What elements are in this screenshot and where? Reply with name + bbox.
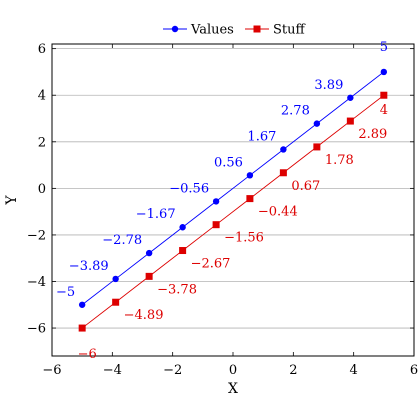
data-point bbox=[112, 298, 120, 306]
data-label: −6 bbox=[78, 347, 97, 362]
series-line-values bbox=[81, 71, 385, 306]
series-line-stuff bbox=[81, 94, 385, 329]
data-point bbox=[280, 146, 287, 153]
data-label: −0.44 bbox=[258, 205, 298, 220]
data-point bbox=[145, 272, 153, 280]
data-point bbox=[145, 249, 153, 257]
data-labels: −5 −3.89 −2.78 −1.67 −0.56 0.56 1.67 2.78 3.89 5 −… bbox=[56, 40, 388, 362]
data-label: 3.89 bbox=[314, 78, 343, 93]
legend-marker bbox=[171, 25, 179, 33]
y-tick-label: 2 bbox=[38, 135, 46, 150]
data-point bbox=[179, 224, 186, 231]
legend-box bbox=[160, 19, 275, 39]
data-label: −4.89 bbox=[124, 308, 164, 323]
x-axis-title: X bbox=[228, 381, 238, 397]
legend-entry: Values bbox=[190, 23, 234, 38]
data-point bbox=[112, 275, 119, 283]
y-tick-label: 0 bbox=[38, 182, 46, 197]
data-label: 0.56 bbox=[214, 155, 243, 170]
data-point bbox=[313, 120, 321, 127]
data-point bbox=[246, 172, 254, 179]
data-label: 1.78 bbox=[325, 153, 354, 168]
y-tick-label: 4 bbox=[38, 89, 46, 104]
axis-ticks: −6 −4 −2 0 2 4 6 −6 −4 −2 0 2 4 6 bbox=[27, 42, 418, 378]
data-label: 4 bbox=[380, 103, 388, 118]
x-tick-label: 0 bbox=[229, 363, 237, 378]
data-point bbox=[179, 247, 187, 255]
data-label: 5 bbox=[380, 40, 388, 55]
data-label: 2.78 bbox=[281, 104, 310, 119]
data-label: −3.89 bbox=[69, 259, 109, 274]
x-tick-label: 4 bbox=[350, 363, 358, 378]
data-point bbox=[78, 301, 86, 308]
data-point bbox=[246, 195, 254, 203]
y-axis-title: Y bbox=[4, 195, 20, 206]
data-point bbox=[212, 221, 220, 229]
x-tick-label: −2 bbox=[163, 363, 182, 378]
data-label: −3.78 bbox=[157, 282, 197, 297]
data-point bbox=[347, 94, 354, 101]
data-label: 2.89 bbox=[358, 127, 387, 142]
y-tick-label: 6 bbox=[38, 42, 46, 57]
data-point bbox=[380, 68, 388, 76]
data-point bbox=[212, 198, 220, 205]
x-tick-label: 2 bbox=[289, 363, 297, 378]
series-layer bbox=[78, 68, 388, 332]
data-label: −5 bbox=[56, 285, 75, 300]
data-label: 1.67 bbox=[247, 129, 276, 144]
y-tick-label: −4 bbox=[27, 275, 46, 290]
data-label: −2.67 bbox=[191, 257, 231, 272]
x-tick-label: −6 bbox=[42, 363, 61, 378]
data-label: −0.56 bbox=[169, 181, 209, 196]
data-point bbox=[313, 143, 321, 151]
x-tick-label: −4 bbox=[103, 363, 122, 378]
y-tick-label: −2 bbox=[27, 228, 46, 243]
data-label: −1.56 bbox=[224, 231, 264, 246]
legend: Values Stuff bbox=[160, 19, 307, 39]
data-point bbox=[346, 117, 354, 125]
data-label: −2.78 bbox=[102, 233, 142, 248]
data-point bbox=[78, 324, 86, 332]
legend-marker bbox=[253, 25, 261, 33]
data-point bbox=[279, 169, 287, 177]
x-tick-label: 6 bbox=[410, 363, 418, 378]
data-label: −1.67 bbox=[136, 207, 176, 222]
data-point bbox=[380, 91, 388, 99]
y-tick-label: −6 bbox=[27, 322, 46, 337]
legend-entry: Stuff bbox=[273, 23, 307, 38]
data-label: 0.67 bbox=[291, 179, 320, 194]
